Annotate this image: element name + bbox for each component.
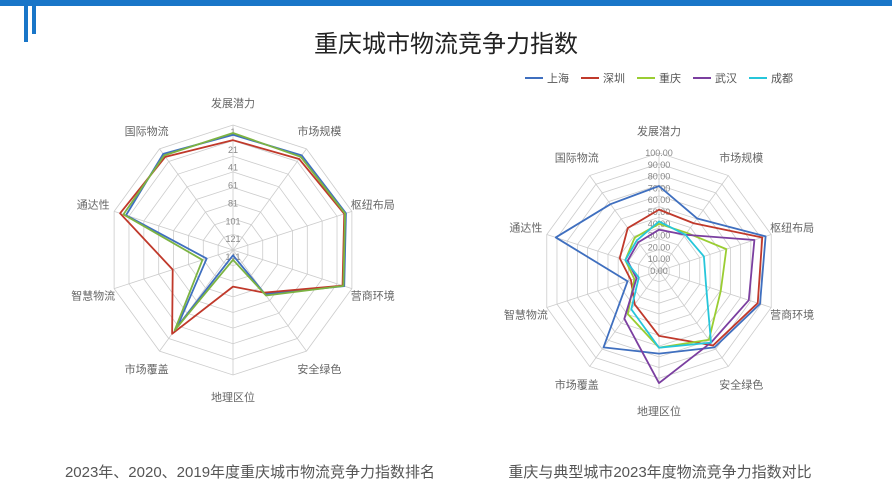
legend-label: 重庆 bbox=[659, 70, 681, 86]
legend-item: 成都 bbox=[749, 70, 793, 86]
svg-text:枢纽布局: 枢纽布局 bbox=[770, 221, 814, 235]
svg-text:市场规模: 市场规模 bbox=[297, 124, 341, 138]
svg-text:智慧物流: 智慧物流 bbox=[504, 307, 548, 321]
legend-swatch bbox=[749, 77, 767, 79]
legend-swatch bbox=[693, 77, 711, 79]
svg-text:10.00: 10.00 bbox=[648, 254, 671, 264]
svg-text:智慧物流: 智慧物流 bbox=[71, 288, 115, 302]
legend-label: 武汉 bbox=[715, 70, 737, 86]
svg-text:市场覆盖: 市场覆盖 bbox=[125, 362, 169, 376]
top-accent-bar bbox=[0, 0, 892, 6]
legend-label: 成都 bbox=[771, 70, 793, 86]
svg-text:国际物流: 国际物流 bbox=[125, 124, 169, 138]
svg-text:营商环境: 营商环境 bbox=[770, 307, 814, 321]
svg-text:安全绿色: 安全绿色 bbox=[297, 362, 341, 376]
svg-text:发展潜力: 发展潜力 bbox=[637, 124, 681, 138]
legend-swatch bbox=[525, 77, 543, 79]
svg-text:121: 121 bbox=[225, 234, 240, 244]
svg-text:国际物流: 国际物流 bbox=[555, 151, 599, 165]
radar-chart-right: 发展潜力市场规模枢纽布局营商环境安全绿色地理区位 市场覆盖 智慧物流 通达性 国际物流 0… bbox=[449, 86, 869, 436]
svg-text:61: 61 bbox=[228, 181, 238, 191]
svg-text:60.00: 60.00 bbox=[648, 195, 671, 205]
legend-label: 深圳 bbox=[603, 70, 625, 86]
legend-swatch bbox=[637, 77, 655, 79]
svg-text:101: 101 bbox=[225, 216, 240, 226]
svg-text:安全绿色: 安全绿色 bbox=[719, 377, 763, 391]
svg-text:80.00: 80.00 bbox=[648, 172, 671, 182]
page-title: 重庆城市物流竞争力指数 bbox=[0, 24, 892, 59]
right-chart-box: 上海 深圳 重庆 武汉 成都 发展潜力市场规模枢纽布局营商环境安全绿色地理区位 市场覆盖 智… bbox=[449, 70, 869, 445]
svg-text:地理区位: 地理区位 bbox=[211, 390, 255, 404]
svg-text:90.00: 90.00 bbox=[648, 160, 671, 170]
svg-text:市场覆盖: 市场覆盖 bbox=[555, 377, 599, 391]
svg-text:地理区位: 地理区位 bbox=[637, 404, 681, 418]
left-caption: 2023年、2020、2019年度重庆城市物流竞争力指数排名 bbox=[60, 461, 440, 482]
legend-item: 深圳 bbox=[581, 70, 625, 86]
legend-swatch bbox=[581, 77, 599, 79]
svg-text:通达性: 通达性 bbox=[77, 198, 110, 212]
charts-row: 发展潜力市场规模枢纽布局营商环境安全绿色地理区位市场覆盖智慧物流通达性国际物流1… bbox=[0, 70, 892, 445]
legend-item: 武汉 bbox=[693, 70, 737, 86]
svg-text:100.00: 100.00 bbox=[645, 148, 673, 158]
svg-text:81: 81 bbox=[228, 198, 238, 208]
svg-text:通达性: 通达性 bbox=[509, 221, 542, 235]
legend-item: 上海 bbox=[525, 70, 569, 86]
svg-text:发展潜力: 发展潜力 bbox=[211, 96, 255, 110]
svg-text:21: 21 bbox=[228, 145, 238, 155]
svg-text:41: 41 bbox=[228, 163, 238, 173]
svg-text:市场规模: 市场规模 bbox=[719, 151, 763, 165]
svg-text:枢纽布局: 枢纽布局 bbox=[351, 198, 395, 212]
svg-text:0.00: 0.00 bbox=[650, 266, 668, 276]
radar-chart-left: 发展潜力市场规模枢纽布局营商环境安全绿色地理区位 市场覆盖 智慧物流 通达性 国际物流 1… bbox=[23, 70, 443, 440]
right-caption: 重庆与典型城市2023年度物流竞争力指数对比 bbox=[460, 461, 860, 482]
svg-text:营商环境: 营商环境 bbox=[351, 288, 395, 302]
legend-right: 上海 深圳 重庆 武汉 成都 bbox=[449, 70, 869, 86]
left-chart-box: 发展潜力市场规模枢纽布局营商环境安全绿色地理区位 市场覆盖 智慧物流 通达性 国际物流 1… bbox=[23, 70, 443, 445]
svg-text:20.00: 20.00 bbox=[648, 242, 671, 252]
legend-label: 上海 bbox=[547, 70, 569, 86]
legend-item: 重庆 bbox=[637, 70, 681, 86]
